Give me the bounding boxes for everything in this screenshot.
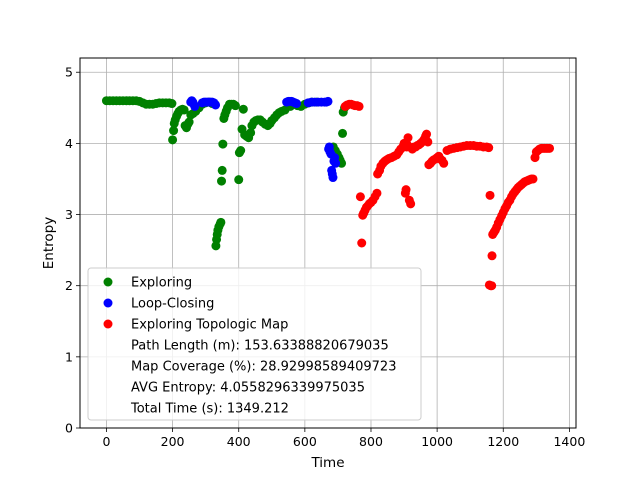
y-tick-label: 1 (65, 349, 73, 364)
legend-entry: Exploring (131, 276, 192, 291)
data-point (439, 158, 449, 168)
y-tick-label: 5 (65, 65, 73, 80)
y-axis-ticks: 0 1 2 3 4 5 (65, 65, 80, 436)
x-tick-label: 200 (161, 434, 185, 449)
data-point (355, 192, 365, 202)
data-point (401, 185, 411, 195)
data-point (167, 99, 177, 109)
legend: Exploring Loop-Closing Exploring Topologic… (87, 267, 422, 421)
legend-info-entry: Total Time (s): 1349.212 (130, 402, 289, 417)
data-point (168, 135, 178, 145)
data-point (292, 99, 302, 109)
data-point (230, 101, 240, 111)
data-point (238, 104, 248, 114)
data-point (354, 101, 364, 111)
legend-marker (103, 277, 113, 287)
data-point (328, 173, 338, 183)
x-tick-label: 400 (227, 434, 251, 449)
x-tick-label: 1400 (553, 434, 585, 449)
legend-marker (103, 298, 113, 308)
data-point (184, 117, 194, 127)
legend-marker (103, 319, 113, 329)
legend-info-entry: Map Coverage (%): 28.92998589409723 (131, 360, 396, 375)
data-point (487, 251, 497, 261)
data-point (485, 190, 495, 200)
data-point (423, 137, 433, 147)
data-point (545, 143, 555, 153)
x-tick-label: 1000 (421, 434, 453, 449)
data-points (101, 96, 555, 291)
data-point (403, 133, 413, 143)
data-point (338, 128, 348, 138)
x-tick-label: 0 (102, 434, 110, 449)
data-point (372, 188, 382, 198)
data-point (234, 175, 244, 185)
data-point (217, 176, 227, 186)
x-tick-label: 1200 (487, 434, 519, 449)
x-axis-ticks: 0 200 400 600 800 1000 1200 1400 (102, 428, 585, 449)
data-point (217, 165, 227, 175)
data-point (216, 217, 226, 227)
series-exploring (101, 96, 352, 251)
series-loop-closing (186, 96, 341, 183)
data-point (190, 101, 200, 111)
legend-info-entry: Path Length (m): 153.63388820679035 (131, 339, 389, 354)
data-point (323, 96, 333, 106)
plot-frame (79, 57, 577, 429)
data-point (246, 128, 256, 138)
y-tick-label: 0 (65, 421, 73, 436)
data-point (422, 129, 432, 139)
legend-box (87, 267, 422, 421)
x-axis-label: Time (310, 455, 344, 471)
data-point (528, 174, 538, 184)
data-point (357, 238, 367, 248)
data-point (406, 199, 416, 209)
x-tick-label: 800 (359, 434, 383, 449)
data-point (218, 139, 228, 149)
series-exploring-topologic-map (340, 99, 555, 291)
y-tick-label: 3 (65, 207, 73, 222)
y-tick-label: 2 (65, 278, 73, 293)
data-point (179, 105, 189, 115)
data-point (487, 281, 497, 291)
data-point (331, 158, 341, 168)
legend-entry: Exploring Topologic Map (131, 318, 288, 333)
data-point (211, 100, 221, 110)
legend-info-entry: AVG Entropy: 4.0558296339975035 (131, 381, 365, 396)
data-point (236, 146, 246, 155)
y-tick-label: 4 (65, 136, 73, 151)
legend-entry: Loop-Closing (131, 297, 214, 312)
data-point (169, 126, 179, 136)
x-tick-label: 600 (293, 434, 317, 449)
data-point (484, 143, 494, 153)
y-axis-label: Entropy (41, 217, 57, 269)
